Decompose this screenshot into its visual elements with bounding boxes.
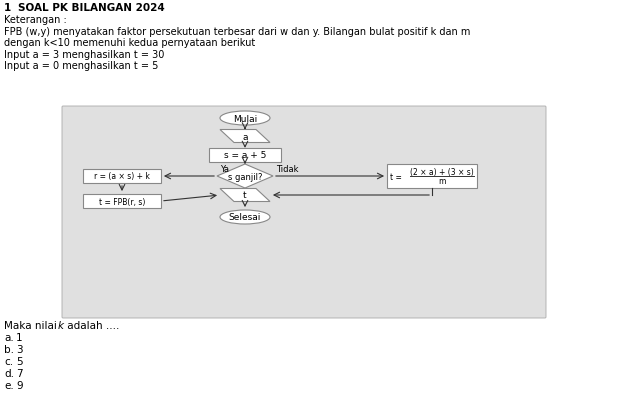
Text: 1: 1 xyxy=(16,332,23,342)
Text: e.: e. xyxy=(4,380,14,390)
Text: 5: 5 xyxy=(16,356,23,366)
Polygon shape xyxy=(220,189,270,202)
FancyBboxPatch shape xyxy=(83,170,161,183)
Text: Input a = 0 menghasilkan t = 5: Input a = 0 menghasilkan t = 5 xyxy=(4,61,159,71)
Text: k: k xyxy=(58,320,64,330)
Text: adalah ....: adalah .... xyxy=(64,320,119,330)
Text: Input a = 3 menghasilkan t = 30: Input a = 3 menghasilkan t = 30 xyxy=(4,50,164,59)
Text: s ganjil?: s ganjil? xyxy=(228,172,262,181)
FancyBboxPatch shape xyxy=(209,149,281,163)
Text: a: a xyxy=(242,132,248,141)
Text: t: t xyxy=(243,191,247,200)
Text: a.: a. xyxy=(4,332,14,342)
Text: t =: t = xyxy=(390,172,404,181)
Text: b.: b. xyxy=(4,344,14,354)
Text: r = (a × s) + k: r = (a × s) + k xyxy=(94,172,150,181)
FancyBboxPatch shape xyxy=(83,195,161,209)
Text: m: m xyxy=(438,177,446,186)
Text: FPB (w,y) menyatakan faktor persekutuan terbesar dari w dan y. Bilangan bulat po: FPB (w,y) menyatakan faktor persekutuan … xyxy=(4,26,470,36)
Text: Maka nilai: Maka nilai xyxy=(4,320,60,330)
Polygon shape xyxy=(217,165,273,189)
Text: t = FPB(r, s): t = FPB(r, s) xyxy=(99,197,145,206)
Ellipse shape xyxy=(220,211,270,224)
Text: s = a + 5: s = a + 5 xyxy=(224,151,266,160)
Text: 9: 9 xyxy=(16,380,23,390)
Text: Tidak: Tidak xyxy=(276,165,298,173)
Text: Mulai: Mulai xyxy=(233,114,257,123)
Text: (2 × a) + (3 × s): (2 × a) + (3 × s) xyxy=(410,167,474,176)
Text: Keterangan :: Keterangan : xyxy=(4,15,66,25)
Ellipse shape xyxy=(220,112,270,126)
Text: dengan k<10 memenuhi kedua pernyataan berikut: dengan k<10 memenuhi kedua pernyataan be… xyxy=(4,38,255,48)
FancyBboxPatch shape xyxy=(62,107,546,318)
Text: c.: c. xyxy=(4,356,13,366)
Text: d.: d. xyxy=(4,368,14,378)
Text: 7: 7 xyxy=(16,368,23,378)
Text: SOAL PK BILANGAN 2024: SOAL PK BILANGAN 2024 xyxy=(18,3,165,13)
Polygon shape xyxy=(220,130,270,143)
FancyBboxPatch shape xyxy=(387,165,477,189)
Text: 3: 3 xyxy=(16,344,23,354)
Text: Ya: Ya xyxy=(220,165,229,173)
Text: 1: 1 xyxy=(4,3,11,13)
Text: Selesai: Selesai xyxy=(229,213,261,222)
